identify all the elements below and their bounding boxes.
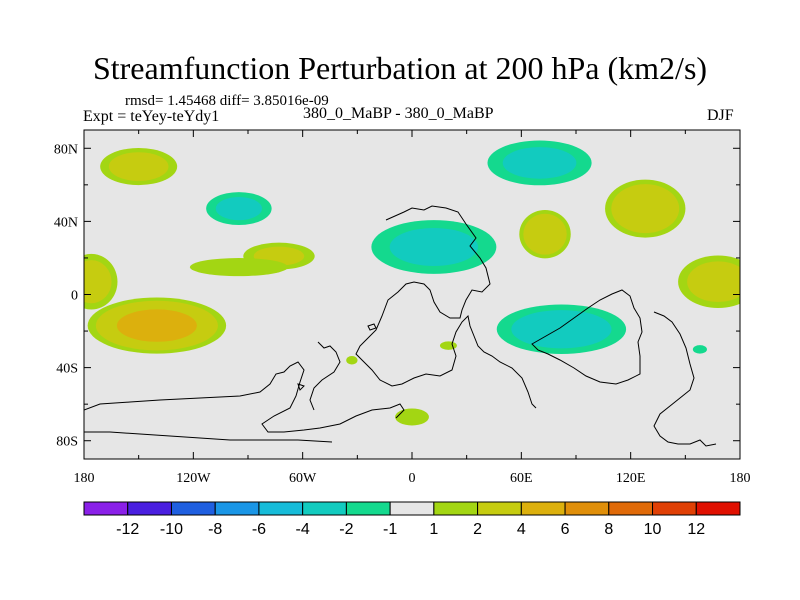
anomaly-negative bbox=[496, 304, 627, 354]
contour-level bbox=[215, 196, 263, 221]
x-tick-label: 60E bbox=[510, 471, 533, 486]
y-tick-label: 80S bbox=[56, 435, 78, 450]
y-tick-label: 40S bbox=[56, 362, 78, 377]
colorbar-swatch bbox=[433, 501, 479, 516]
colorbar-label: -8 bbox=[208, 521, 222, 538]
colorbar: -12 -10 -8 -6 -4 -2 -1 1 2 4 6 8 10 12 bbox=[83, 501, 741, 538]
colorbar-swatch bbox=[345, 501, 391, 516]
experiment-annotation: Expt = teYey-teYdy1 bbox=[83, 108, 220, 125]
anomaly-positive bbox=[87, 297, 227, 354]
x-tick-label: 120W bbox=[176, 471, 211, 486]
colorbar-swatch bbox=[83, 501, 129, 516]
contour-level bbox=[692, 345, 707, 354]
y-tick-label: 0 bbox=[71, 289, 78, 304]
colorbar-label: -2 bbox=[339, 521, 353, 538]
y-tick-label: 80N bbox=[54, 142, 78, 157]
coastline-antarctica-west bbox=[84, 431, 333, 443]
contour-level bbox=[189, 258, 288, 277]
anomaly-positive bbox=[439, 341, 457, 350]
anomaly-negative bbox=[692, 345, 707, 354]
anomaly-negative bbox=[487, 140, 592, 186]
colorbar-swatch bbox=[695, 501, 741, 516]
coastline-island bbox=[367, 323, 377, 331]
anomaly-positive bbox=[100, 148, 178, 186]
colorbar-swatch bbox=[170, 501, 216, 516]
colorbar-swatch bbox=[652, 501, 697, 516]
anomaly-negative bbox=[206, 192, 272, 226]
anomaly-positive bbox=[678, 255, 740, 308]
coastline-south-america bbox=[309, 341, 341, 411]
contour-level bbox=[116, 309, 197, 342]
colorbar-swatch bbox=[302, 501, 347, 516]
colorbar-label: 4 bbox=[517, 521, 526, 538]
colorbar-label: 6 bbox=[561, 521, 570, 538]
contour-level bbox=[389, 227, 479, 266]
anomaly-positive bbox=[346, 356, 358, 365]
contour-level bbox=[84, 260, 112, 304]
x-tick-label: 120E bbox=[616, 471, 646, 486]
y-tick-label: 40N bbox=[54, 215, 78, 230]
colorbar-swatch bbox=[127, 501, 172, 516]
coastline-australia bbox=[653, 311, 717, 447]
x-tick-label: 180 bbox=[730, 471, 751, 486]
contour-level bbox=[611, 184, 680, 234]
map-area bbox=[84, 130, 740, 459]
coastline-africa bbox=[355, 205, 537, 409]
colorbar-swatch bbox=[520, 501, 566, 516]
coastline-asia bbox=[531, 289, 643, 385]
x-tick-label: 180 bbox=[74, 471, 95, 486]
colorbar-label: 2 bbox=[473, 521, 482, 538]
colorbar-swatch bbox=[608, 501, 654, 516]
contour-level bbox=[439, 341, 457, 350]
anomaly-positive bbox=[519, 210, 571, 259]
season-annotation: DJF bbox=[707, 107, 734, 124]
contour-level bbox=[108, 152, 169, 181]
contour-level bbox=[502, 147, 577, 179]
colorbar-label: 1 bbox=[429, 521, 438, 538]
contour-level bbox=[523, 213, 567, 255]
colorbar-swatch bbox=[477, 501, 522, 516]
anomaly-negative bbox=[371, 220, 497, 274]
coastline-island bbox=[297, 383, 305, 391]
contour-level bbox=[395, 408, 429, 426]
coastline-antarctica bbox=[84, 361, 405, 433]
colorbar-label: -12 bbox=[116, 521, 139, 538]
y-axis: 80N 40N 0 40S 80S bbox=[54, 142, 740, 450]
x-tick-label: 0 bbox=[409, 471, 416, 486]
contour-level bbox=[511, 310, 612, 349]
anomaly-positive bbox=[395, 408, 429, 426]
x-tick-label: 60W bbox=[289, 471, 317, 486]
colorbar-label: 12 bbox=[687, 521, 705, 538]
coastlines bbox=[84, 205, 717, 447]
colorbar-label: -1 bbox=[383, 521, 397, 538]
colorbar-swatch bbox=[389, 501, 435, 516]
colorbar-label: -10 bbox=[160, 521, 183, 538]
colorbar-label: -4 bbox=[296, 521, 310, 538]
contour-level bbox=[346, 356, 358, 365]
anomaly-contours bbox=[84, 140, 740, 426]
colorbar-swatch bbox=[258, 501, 304, 516]
colorbar-label: 10 bbox=[644, 521, 662, 538]
anomaly-positive bbox=[189, 258, 288, 277]
x-axis: 180 120W 60W 0 60E 120E 180 bbox=[74, 130, 751, 486]
colorbar-swatch bbox=[214, 501, 260, 516]
anomaly-positive bbox=[84, 253, 118, 310]
colorbar-label: 8 bbox=[604, 521, 613, 538]
colorbar-swatch bbox=[564, 501, 610, 516]
case-annotation: 380_0_MaBP - 380_0_MaBP bbox=[303, 105, 494, 122]
rmsd-annotation: rmsd= 1.45468 diff= 3.85016e-09 bbox=[125, 93, 329, 109]
colorbar-label: -6 bbox=[252, 521, 266, 538]
anomaly-positive bbox=[605, 179, 686, 238]
chart-title: Streamfunction Perturbation at 200 hPa (… bbox=[92, 50, 708, 86]
contour-level bbox=[687, 261, 740, 303]
